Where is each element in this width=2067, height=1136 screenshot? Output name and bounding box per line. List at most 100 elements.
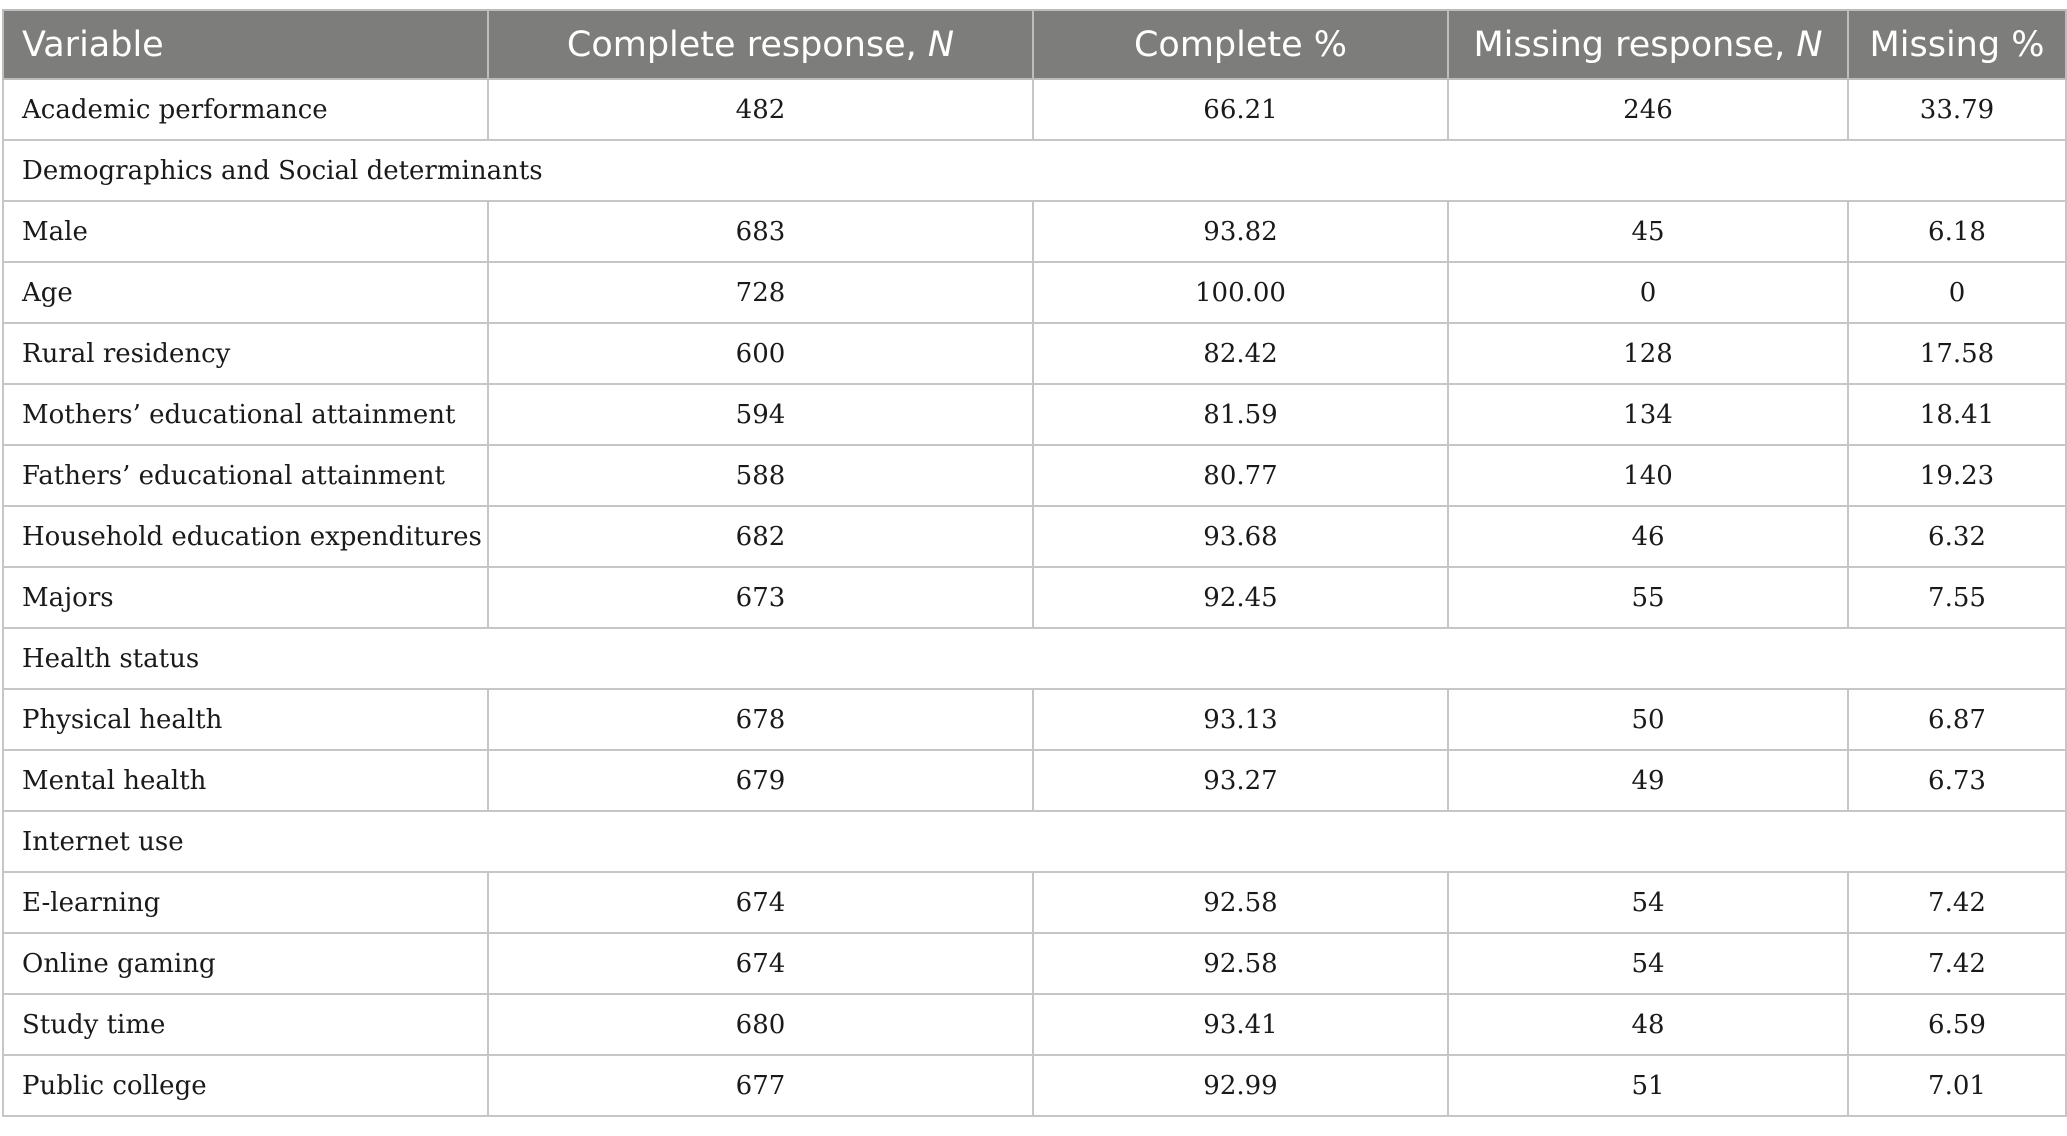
cell-complete-n: 682	[487, 505, 1034, 568]
header-missing-percent: Missing %	[1847, 9, 2067, 80]
cell-complete-percent: 93.13	[1032, 688, 1449, 751]
cell-missing-n: 140	[1447, 444, 1849, 507]
cell-missing-n: 0	[1447, 261, 1849, 324]
missing-data-table: Variable Complete response, N Complete %…	[2, 9, 2067, 1117]
cell-missing-percent: 7.55	[1847, 566, 2067, 629]
table-row: Public college 677 92.99 51 7.01	[2, 1054, 2067, 1117]
cell-complete-n: 678	[487, 688, 1034, 751]
section-label: Internet use	[2, 810, 2067, 873]
cell-complete-percent: 92.58	[1032, 871, 1449, 934]
cell-missing-percent: 6.73	[1847, 749, 2067, 812]
cell-complete-n: 674	[487, 932, 1034, 995]
section-row: Internet use	[2, 810, 2067, 873]
cell-complete-n: 680	[487, 993, 1034, 1056]
table-row: Physical health 678 93.13 50 6.87	[2, 688, 2067, 751]
row-label: Age	[2, 261, 489, 324]
cell-complete-n: 677	[487, 1054, 1034, 1117]
table-row: Age 728 100.00 0 0	[2, 261, 2067, 324]
header-complete-percent: Complete %	[1032, 9, 1449, 80]
row-label: Physical health	[2, 688, 489, 751]
cell-complete-percent: 80.77	[1032, 444, 1449, 507]
row-label: Academic performance	[2, 78, 489, 141]
cell-missing-percent: 19.23	[1847, 444, 2067, 507]
cell-complete-percent: 100.00	[1032, 261, 1449, 324]
row-label: Study time	[2, 993, 489, 1056]
cell-missing-n: 54	[1447, 871, 1849, 934]
cell-complete-percent: 92.99	[1032, 1054, 1449, 1117]
section-label: Health status	[2, 627, 2067, 690]
cell-missing-n: 134	[1447, 383, 1849, 446]
cell-complete-percent: 66.21	[1032, 78, 1449, 141]
table-header: Variable Complete response, N Complete %…	[2, 9, 2067, 80]
cell-missing-percent: 6.32	[1847, 505, 2067, 568]
cell-missing-percent: 6.87	[1847, 688, 2067, 751]
cell-complete-n: 683	[487, 200, 1034, 263]
row-label: Male	[2, 200, 489, 263]
table-row: Online gaming 674 92.58 54 7.42	[2, 932, 2067, 995]
cell-missing-percent: 7.42	[1847, 871, 2067, 934]
header-row: Variable Complete response, N Complete %…	[2, 9, 2067, 80]
section-label: Demographics and Social determinants	[2, 139, 2067, 202]
cell-complete-n: 728	[487, 261, 1034, 324]
cell-complete-percent: 93.27	[1032, 749, 1449, 812]
cell-complete-n: 594	[487, 383, 1034, 446]
table-body: Academic performance 482 66.21 246 33.79 Demo…	[2, 78, 2067, 1117]
cell-complete-n: 588	[487, 444, 1034, 507]
cell-complete-n: 482	[487, 78, 1034, 141]
row-label: Mothers’ educational attainment	[2, 383, 489, 446]
table-row: Mental health 679 93.27 49 6.73	[2, 749, 2067, 812]
cell-missing-n: 48	[1447, 993, 1849, 1056]
cell-missing-percent: 6.18	[1847, 200, 2067, 263]
cell-missing-n: 49	[1447, 749, 1849, 812]
header-missing-response-n: Missing response, N	[1447, 9, 1849, 80]
cell-missing-n: 54	[1447, 932, 1849, 995]
row-label: Fathers’ educational attainment	[2, 444, 489, 507]
table-row: Academic performance 482 66.21 246 33.79	[2, 78, 2067, 141]
table-row: Mothers’ educational attainment 594 81.59 1…	[2, 383, 2067, 446]
cell-missing-n: 50	[1447, 688, 1849, 751]
cell-complete-percent: 93.82	[1032, 200, 1449, 263]
cell-missing-n: 46	[1447, 505, 1849, 568]
cell-missing-percent: 7.01	[1847, 1054, 2067, 1117]
cell-complete-n: 674	[487, 871, 1034, 934]
row-label: Majors	[2, 566, 489, 629]
cell-missing-n: 55	[1447, 566, 1849, 629]
table-row: Study time 680 93.41 48 6.59	[2, 993, 2067, 1056]
cell-missing-n: 45	[1447, 200, 1849, 263]
row-label: Rural residency	[2, 322, 489, 385]
row-label: Household education expenditures	[2, 505, 489, 568]
cell-missing-percent: 33.79	[1847, 78, 2067, 141]
cell-missing-percent: 6.59	[1847, 993, 2067, 1056]
header-variable: Variable	[2, 9, 489, 80]
cell-complete-percent: 92.58	[1032, 932, 1449, 995]
cell-complete-percent: 81.59	[1032, 383, 1449, 446]
table-row: Fathers’ educational attainment 588 80.77 1…	[2, 444, 2067, 507]
cell-complete-percent: 92.45	[1032, 566, 1449, 629]
row-label: Online gaming	[2, 932, 489, 995]
row-label: E-learning	[2, 871, 489, 934]
table-row: Majors 673 92.45 55 7.55	[2, 566, 2067, 629]
table-row: Rural residency 600 82.42 128 17.58	[2, 322, 2067, 385]
cell-complete-n: 679	[487, 749, 1034, 812]
section-row: Health status	[2, 627, 2067, 690]
header-complete-response-n: Complete response, N	[487, 9, 1034, 80]
cell-missing-n: 246	[1447, 78, 1849, 141]
cell-complete-percent: 93.68	[1032, 505, 1449, 568]
cell-missing-percent: 18.41	[1847, 383, 2067, 446]
row-label: Public college	[2, 1054, 489, 1117]
cell-missing-n: 51	[1447, 1054, 1849, 1117]
cell-missing-percent: 0	[1847, 261, 2067, 324]
table-container: Variable Complete response, N Complete %…	[2, 9, 2067, 1117]
cell-missing-percent: 7.42	[1847, 932, 2067, 995]
table-row: E-learning 674 92.58 54 7.42	[2, 871, 2067, 934]
cell-complete-n: 600	[487, 322, 1034, 385]
row-label: Mental health	[2, 749, 489, 812]
cell-missing-percent: 17.58	[1847, 322, 2067, 385]
cell-complete-percent: 82.42	[1032, 322, 1449, 385]
cell-complete-percent: 93.41	[1032, 993, 1449, 1056]
table-row: Household education expenditures 682 93.68…	[2, 505, 2067, 568]
cell-complete-n: 673	[487, 566, 1034, 629]
section-row: Demographics and Social determinants	[2, 139, 2067, 202]
cell-missing-n: 128	[1447, 322, 1849, 385]
table-row: Male 683 93.82 45 6.18	[2, 200, 2067, 263]
